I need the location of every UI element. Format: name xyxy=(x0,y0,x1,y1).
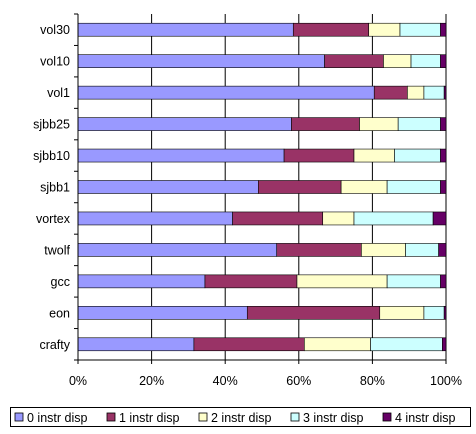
category-label: eon xyxy=(49,306,70,320)
bar-segment-eon-s3 xyxy=(423,306,445,320)
bar-segment-sjbb1-s2 xyxy=(340,180,388,194)
bar-segment-eon-s0 xyxy=(77,306,248,320)
bar-segment-vol1-s1 xyxy=(373,85,408,100)
bar-segment-sjbb1-s3 xyxy=(386,180,441,194)
x-tick-label: 0% xyxy=(69,374,87,388)
legend-swatch xyxy=(198,412,208,422)
bar-segment-eon-s4 xyxy=(443,306,447,320)
bar-segment-vol30-s3 xyxy=(399,22,441,37)
legend-label: 1 instr disp xyxy=(119,411,179,425)
legend-swatch xyxy=(14,412,24,422)
legend-label: 2 instr disp xyxy=(211,411,271,425)
bar-segment-twolf-s1 xyxy=(276,243,362,257)
bar-segment-crafty-s0 xyxy=(77,337,195,352)
bar-segment-vol30-s0 xyxy=(77,22,294,37)
category-label: sjbb1 xyxy=(40,181,70,195)
legend-entries: 0 instr disp 1 instr disp 2 instr disp 3 in… xyxy=(14,411,455,425)
bar-segment-twolf-s4 xyxy=(438,243,447,257)
bar-segment-crafty-s1 xyxy=(193,337,305,352)
category-label: vol10 xyxy=(40,55,70,69)
x-tick-label: 60% xyxy=(286,374,311,388)
category-label: gcc xyxy=(51,275,70,289)
bar-segment-vol1-s0 xyxy=(77,85,375,100)
bar-segment-crafty-s2 xyxy=(304,337,371,352)
bar-segment-vol10-s4 xyxy=(440,54,447,68)
legend: 0 instr disp 1 instr disp 2 instr disp 3 in… xyxy=(10,407,471,427)
bar-segment-vol30-s4 xyxy=(440,22,447,37)
bar-segment-vol10-s2 xyxy=(383,54,412,68)
bar-segment-vortex-s4 xyxy=(432,211,447,226)
bar-segment-vol30-s1 xyxy=(292,22,370,37)
legend-swatch xyxy=(106,412,116,422)
bar-segment-crafty-s3 xyxy=(370,337,443,352)
bar-segment-vortex-s2 xyxy=(322,211,355,226)
legend-label: 4 instr disp xyxy=(395,411,455,425)
bar-segment-crafty-s4 xyxy=(442,337,447,352)
bar-segment-gcc-s1 xyxy=(204,274,298,289)
bar-segment-sjbb10-s4 xyxy=(440,148,447,163)
category-label: crafty xyxy=(39,338,70,352)
category-label: sjbb25 xyxy=(33,118,70,132)
legend-swatch xyxy=(290,412,300,422)
bar-segment-vortex-s0 xyxy=(77,211,233,226)
bar-segment-vol10-s1 xyxy=(324,54,384,68)
bar-segment-vortex-s3 xyxy=(353,211,434,226)
x-tick-label: 80% xyxy=(360,374,385,388)
bar-segment-sjbb25-s2 xyxy=(359,117,399,131)
bar-segment-sjbb10-s1 xyxy=(283,148,355,163)
bar-segment-sjbb25-s4 xyxy=(440,117,447,131)
bar-segment-sjbb25-s1 xyxy=(291,117,360,131)
category-label: vol1 xyxy=(47,86,70,100)
bar-segment-gcc-s2 xyxy=(296,274,388,289)
bar-segment-sjbb1-s4 xyxy=(440,180,447,194)
bar-segment-sjbb1-s0 xyxy=(77,180,259,194)
bar-segment-eon-s2 xyxy=(379,306,425,320)
category-label: twolf xyxy=(44,243,70,257)
legend-label: 0 instr disp xyxy=(27,411,87,425)
bar-segment-twolf-s0 xyxy=(77,243,278,257)
category-label: vol30 xyxy=(40,23,70,37)
bars xyxy=(77,22,447,352)
bar-segment-vol10-s3 xyxy=(410,54,441,68)
bar-segment-gcc-s4 xyxy=(440,274,447,289)
bar-segment-sjbb10-s0 xyxy=(77,148,285,163)
axes xyxy=(74,13,447,364)
bar-segment-gcc-s3 xyxy=(386,274,441,289)
bar-segment-vol10-s0 xyxy=(77,54,325,68)
bar-segment-vol1-s2 xyxy=(407,85,425,100)
category-labels: vol30 vol10 vol1 sjbb25 sjbb10 sjbb1 vortex two… xyxy=(33,23,71,352)
bar-segment-twolf-s2 xyxy=(361,243,406,257)
bar-segment-vol1-s3 xyxy=(423,85,445,100)
x-tick-label: 20% xyxy=(139,374,164,388)
category-label: vortex xyxy=(36,212,71,226)
bar-segment-sjbb10-s3 xyxy=(394,148,441,163)
bar-segment-sjbb10-s2 xyxy=(353,148,395,163)
legend-label: 3 instr disp xyxy=(303,411,363,425)
bar-segment-vol1-s4 xyxy=(443,85,447,100)
x-tick-labels: 0% 20% 40% 60% 80% 100% xyxy=(69,374,462,388)
bar-segment-vol30-s2 xyxy=(368,22,401,37)
category-label: sjbb10 xyxy=(33,149,70,163)
legend-swatch xyxy=(382,412,392,422)
bar-segment-sjbb25-s3 xyxy=(397,117,441,131)
x-tick-label: 100% xyxy=(430,374,462,388)
x-tick-label: 40% xyxy=(213,374,238,388)
bar-segment-gcc-s0 xyxy=(77,274,206,289)
bar-segment-twolf-s3 xyxy=(405,243,439,257)
bar-segment-eon-s1 xyxy=(246,306,381,320)
bar-segment-sjbb1-s1 xyxy=(258,180,342,194)
bar-segment-vortex-s1 xyxy=(232,211,324,226)
bar-segment-sjbb25-s0 xyxy=(77,117,292,131)
